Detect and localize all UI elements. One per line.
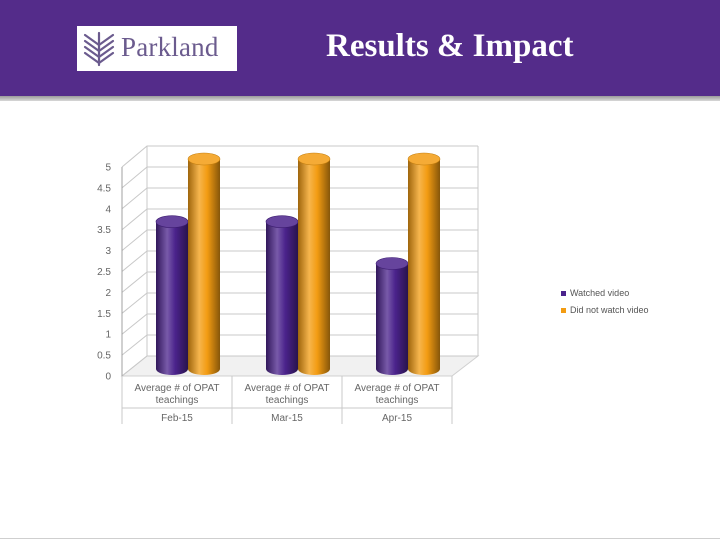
bar xyxy=(156,221,188,375)
y-tick-label: 0 xyxy=(105,372,111,383)
bar-cap xyxy=(407,152,441,166)
category-label: Average # of OPAT xyxy=(244,383,329,394)
y-tick-label: 4 xyxy=(105,204,111,215)
footer-divider xyxy=(0,538,720,539)
page-title: Results & Impact xyxy=(326,28,574,64)
y-tick-label: 2.5 xyxy=(97,267,111,278)
category-period-label: Feb-15 xyxy=(161,413,193,424)
logo-text: Parkland xyxy=(121,32,219,62)
bar-cap xyxy=(375,257,409,270)
legend-swatch xyxy=(561,308,566,313)
y-tick-label: 3 xyxy=(105,246,111,257)
bar-cap xyxy=(265,215,299,228)
bar xyxy=(298,159,330,375)
bar-cap xyxy=(297,152,331,166)
category-label: teachings xyxy=(266,395,309,406)
y-tick-label: 1.5 xyxy=(97,309,111,320)
y-tick-label: 3.5 xyxy=(97,225,111,236)
legend-label: Did not watch video xyxy=(570,305,649,315)
bar-cap xyxy=(187,152,221,166)
bar-cap xyxy=(155,215,189,228)
legend-swatch xyxy=(561,291,566,296)
y-tick-label: 1 xyxy=(105,330,111,341)
category-period-label: Mar-15 xyxy=(271,413,303,424)
parkland-leaf-icon xyxy=(83,31,115,67)
bar xyxy=(376,263,408,375)
bar xyxy=(188,159,220,375)
logo: Parkland xyxy=(77,26,237,71)
bar xyxy=(408,159,440,375)
bar xyxy=(266,221,298,375)
y-tick-label: 0.5 xyxy=(97,351,111,362)
category-label: teachings xyxy=(376,395,419,406)
header-divider xyxy=(0,96,720,101)
category-label: Average # of OPAT xyxy=(134,383,219,394)
legend-label: Watched video xyxy=(570,288,629,298)
y-tick-label: 5 xyxy=(105,163,111,174)
y-tick-label: 2 xyxy=(105,288,111,299)
category-label: teachings xyxy=(156,395,199,406)
category-period-label: Apr-15 xyxy=(382,413,412,424)
category-label: Average # of OPAT xyxy=(354,383,439,394)
y-tick-label: 4.5 xyxy=(97,183,111,194)
